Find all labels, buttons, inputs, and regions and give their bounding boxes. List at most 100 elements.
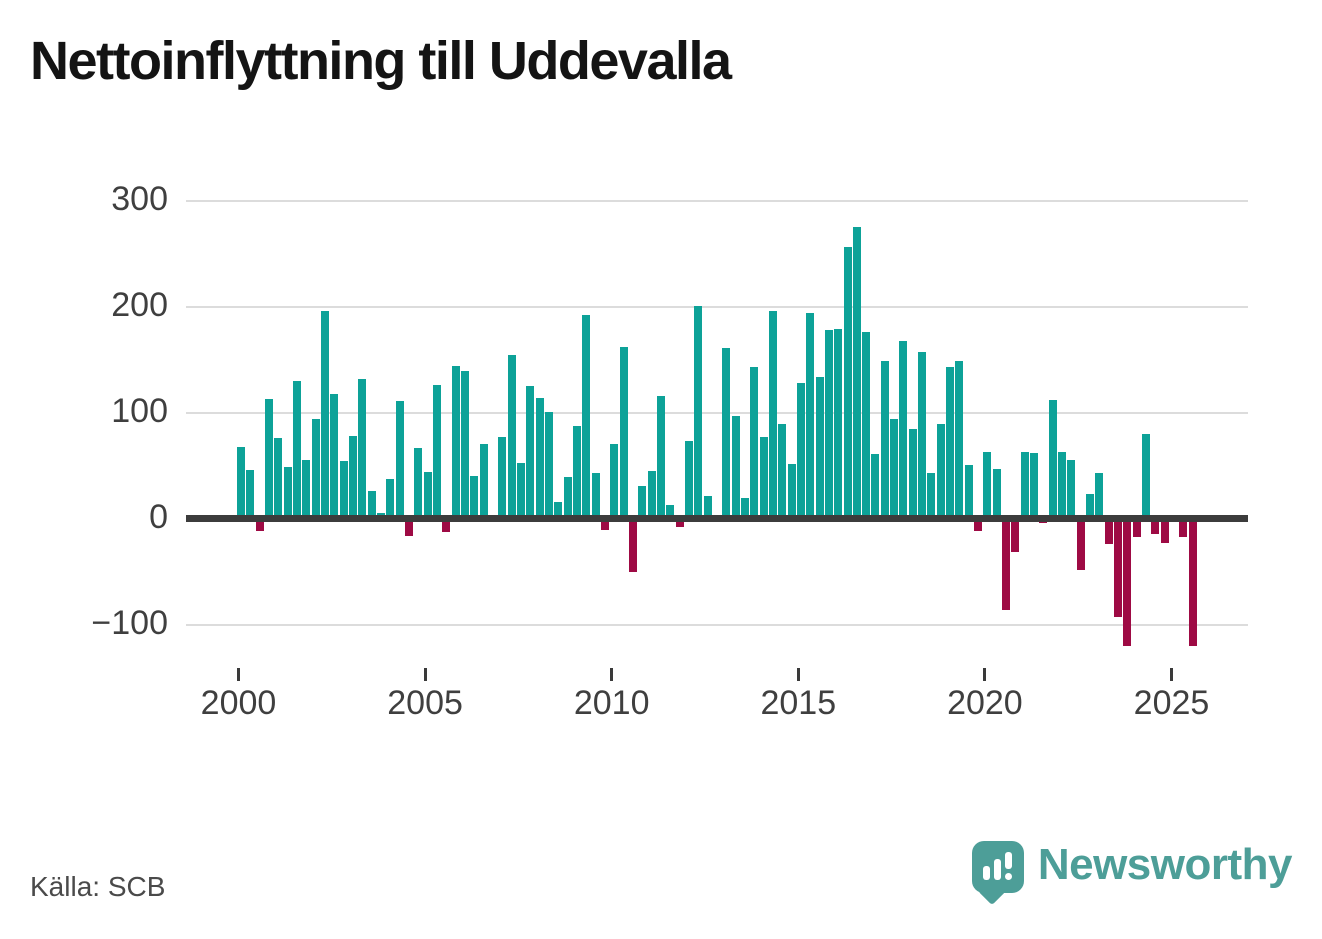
x-axis-tick-2020 bbox=[983, 668, 987, 681]
y-axis-label-300: 300 bbox=[111, 179, 168, 218]
bar-2013-Q1 bbox=[722, 348, 731, 519]
bar-2009-Q3 bbox=[591, 473, 600, 519]
bar-2021-Q4 bbox=[1048, 400, 1057, 519]
bar-2011-Q2 bbox=[656, 396, 665, 519]
source-label: Källa: SCB bbox=[30, 871, 166, 902]
x-axis-label-2000: 2000 bbox=[200, 684, 277, 722]
gridline-100 bbox=[186, 412, 1248, 414]
bar-2006-Q1 bbox=[460, 371, 469, 519]
bar-2007-Q3 bbox=[516, 463, 525, 519]
bar-2020-Q4 bbox=[1011, 519, 1020, 552]
bar-2013-Q3 bbox=[740, 498, 749, 519]
bar-2013-Q4 bbox=[750, 367, 759, 519]
gridline-200 bbox=[186, 306, 1248, 308]
bar-2020-Q3 bbox=[1002, 519, 1011, 610]
bar-2002-Q1 bbox=[311, 419, 320, 519]
bar-2003-Q2 bbox=[358, 379, 367, 519]
bar-2019-Q4 bbox=[974, 519, 983, 531]
bar-2016-Q3 bbox=[852, 227, 861, 519]
bar-2007-Q1 bbox=[498, 437, 507, 519]
bar-2017-Q3 bbox=[890, 419, 899, 519]
bar-2014-Q4 bbox=[787, 464, 796, 519]
bar-2022-Q1 bbox=[1058, 452, 1066, 519]
bar-2018-Q2 bbox=[918, 352, 927, 519]
x-axis-tick-2025 bbox=[1170, 668, 1173, 681]
bar-2021-Q2 bbox=[1030, 453, 1038, 519]
bar-2000-Q2 bbox=[246, 470, 255, 519]
gridline--100 bbox=[186, 624, 1248, 626]
newsworthy-wordmark: Newsworthy bbox=[1037, 840, 1293, 889]
bar-2011-Q1 bbox=[647, 471, 656, 519]
icon-exclamation-dot bbox=[1004, 873, 1012, 880]
bar-2020-Q2 bbox=[992, 469, 1001, 519]
x-axis-label-2010: 2010 bbox=[573, 684, 650, 722]
bar-2010-Q2 bbox=[619, 347, 628, 519]
bar-2009-Q4 bbox=[600, 519, 609, 530]
bar-2000-Q4 bbox=[265, 399, 273, 519]
bar-2001-Q4 bbox=[302, 460, 311, 519]
y-axis-label-0: 0 bbox=[149, 497, 168, 536]
y-axis-label-200: 200 bbox=[111, 285, 168, 324]
bar-2006-Q3 bbox=[479, 444, 488, 519]
bar-2012-Q3 bbox=[703, 496, 712, 519]
bar-2023-Q4 bbox=[1123, 519, 1132, 646]
y-axis-label-100: 100 bbox=[111, 391, 168, 430]
bar-2022-Q3 bbox=[1076, 519, 1085, 570]
bar-2019-Q1 bbox=[946, 367, 955, 519]
bar-2003-Q3 bbox=[367, 491, 376, 519]
bar-2001-Q2 bbox=[283, 467, 292, 519]
bar-2010-Q4 bbox=[638, 486, 647, 519]
x-axis-tick-2000 bbox=[237, 668, 240, 681]
chart-title: Nettoinflyttning till Uddevalla bbox=[30, 31, 732, 91]
newsworthy-logo: Newsworthy bbox=[971, 840, 1293, 906]
bar-2005-Q1 bbox=[423, 472, 432, 519]
x-axis-label-2025: 2025 bbox=[1133, 684, 1210, 722]
bar-2023-Q2 bbox=[1104, 519, 1113, 544]
bar-2016-Q2 bbox=[843, 247, 852, 519]
bar-2005-Q3 bbox=[442, 519, 451, 532]
bar-2003-Q1 bbox=[349, 436, 357, 519]
icon-bar-1 bbox=[982, 866, 990, 880]
bar-2016-Q1 bbox=[834, 329, 843, 519]
bar-2015-Q1 bbox=[796, 383, 805, 519]
bar-2016-Q4 bbox=[862, 332, 871, 519]
newsworthy-bubble-barchart-icon bbox=[971, 841, 1024, 906]
bar-2024-Q4 bbox=[1160, 519, 1169, 543]
bar-2004-Q4 bbox=[414, 448, 423, 519]
bar-2024-Q2 bbox=[1142, 434, 1150, 519]
bar-2005-Q4 bbox=[451, 366, 460, 519]
bar-2007-Q4 bbox=[526, 386, 535, 519]
bar-2000-Q3 bbox=[255, 519, 264, 531]
bar-2025-Q3 bbox=[1188, 519, 1197, 646]
bar-2008-Q4 bbox=[563, 477, 572, 519]
bar-2010-Q1 bbox=[610, 444, 619, 519]
bar-2008-Q2 bbox=[544, 412, 553, 519]
gridline-300 bbox=[186, 200, 1248, 202]
bar-2011-Q3 bbox=[666, 505, 675, 519]
bar-2017-Q4 bbox=[899, 341, 908, 519]
bar-2002-Q3 bbox=[330, 394, 339, 519]
x-axis-tick-2005 bbox=[423, 668, 427, 681]
bar-2017-Q1 bbox=[871, 454, 880, 519]
bar-2001-Q3 bbox=[293, 381, 301, 519]
zero-axis-line bbox=[186, 515, 1248, 522]
bar-2018-Q4 bbox=[936, 424, 945, 519]
bar-2014-Q3 bbox=[778, 424, 787, 519]
bar-2022-Q4 bbox=[1086, 494, 1094, 519]
icon-bar-2 bbox=[993, 859, 1001, 880]
x-axis-label-2005: 2005 bbox=[387, 684, 463, 722]
bar-2008-Q3 bbox=[554, 502, 563, 519]
bar-2018-Q3 bbox=[927, 473, 936, 519]
x-axis-tick-2015 bbox=[796, 668, 800, 681]
bar-2022-Q2 bbox=[1067, 460, 1076, 519]
bar-2004-Q1 bbox=[386, 479, 395, 519]
bar-2015-Q3 bbox=[815, 377, 824, 519]
bar-2011-Q4 bbox=[675, 519, 684, 527]
bar-2004-Q2 bbox=[395, 401, 404, 519]
bar-2023-Q1 bbox=[1095, 473, 1104, 519]
bar-2007-Q2 bbox=[507, 355, 516, 519]
bar-2017-Q2 bbox=[880, 361, 889, 519]
bar-2012-Q1 bbox=[684, 441, 693, 519]
bar-2024-Q1 bbox=[1132, 519, 1141, 537]
